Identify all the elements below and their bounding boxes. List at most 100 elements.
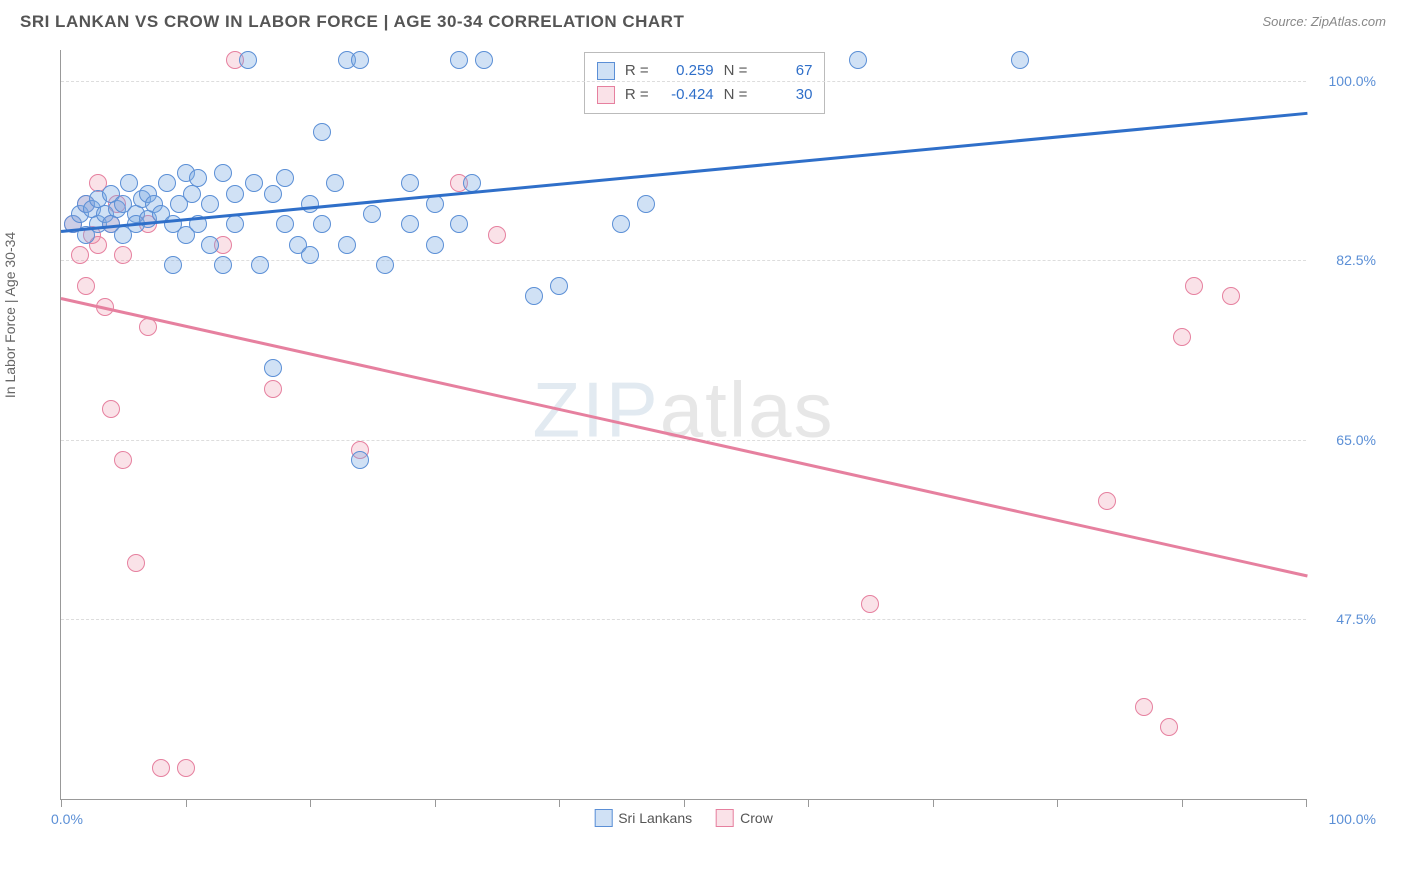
data-point [363,205,381,223]
data-point [264,359,282,377]
data-point [426,236,444,254]
data-point [301,246,319,264]
gridline-h [61,440,1306,441]
x-min-label: 0.0% [51,811,83,827]
data-point [1098,492,1116,510]
corr-row-blue: R = 0.259 N = 67 [597,59,813,83]
legend-item-crow: Crow [716,809,773,827]
x-tick [684,799,685,807]
legend-item-sri-lankans: Sri Lankans [594,809,692,827]
data-point [313,215,331,233]
data-point [525,287,543,305]
r-value-blue: 0.259 [659,59,714,83]
data-point [245,174,263,192]
x-tick [435,799,436,807]
data-point [226,215,244,233]
y-tick-label: 65.0% [1336,432,1376,448]
data-point [401,174,419,192]
r-value-pink: -0.424 [659,83,714,107]
data-point [376,256,394,274]
data-point [475,51,493,69]
x-tick [1306,799,1307,807]
data-point [276,215,294,233]
data-point [189,169,207,187]
data-point [1135,698,1153,716]
data-point [183,185,201,203]
data-point [264,185,282,203]
data-point [351,51,369,69]
data-point [637,195,655,213]
x-max-label: 100.0% [1329,811,1376,827]
legend-label-sri-lankans: Sri Lankans [618,810,692,826]
data-point [612,215,630,233]
legend-label-crow: Crow [740,810,773,826]
n-value-blue: 67 [757,59,812,83]
data-point [401,215,419,233]
source: Source: ZipAtlas.com [1262,13,1386,31]
swatch-pink [597,86,615,104]
y-tick-label: 82.5% [1336,252,1376,268]
gridline-h [61,81,1306,82]
data-point [1185,277,1203,295]
data-point [450,215,468,233]
data-point [139,318,157,336]
data-point [264,380,282,398]
y-tick-label: 47.5% [1336,611,1376,627]
data-point [301,195,319,213]
data-point [177,759,195,777]
data-point [71,246,89,264]
data-point [550,277,568,295]
y-tick-label: 100.0% [1329,73,1376,89]
x-tick [1057,799,1058,807]
data-point [201,195,219,213]
x-tick [559,799,560,807]
data-point [214,256,232,274]
data-point [1011,51,1029,69]
data-point [488,226,506,244]
x-tick [933,799,934,807]
x-tick [808,799,809,807]
data-point [127,554,145,572]
data-point [338,236,356,254]
data-point [251,256,269,274]
data-point [120,174,138,192]
data-point [114,246,132,264]
corr-row-pink: R = -0.424 N = 30 [597,83,813,107]
x-tick [310,799,311,807]
data-point [152,759,170,777]
gridline-h [61,619,1306,620]
data-point [276,169,294,187]
plot-area: ZIPatlas R = 0.259 N = 67 R = -0.424 N =… [60,50,1306,800]
x-tick [61,799,62,807]
data-point [351,451,369,469]
data-point [326,174,344,192]
swatch-blue [594,809,612,827]
swatch-pink [716,809,734,827]
watermark: ZIPatlas [532,364,834,455]
r-label: R = [625,83,649,107]
r-label: R = [625,59,649,83]
x-tick [1182,799,1183,807]
x-tick [186,799,187,807]
trend-line [61,297,1308,577]
data-point [164,256,182,274]
data-point [1222,287,1240,305]
chart-container: In Labor Force | Age 30-34 ZIPatlas R = … [20,40,1386,840]
data-point [861,595,879,613]
n-label: N = [724,83,748,107]
correlation-legend: R = 0.259 N = 67 R = -0.424 N = 30 [584,52,826,114]
source-label: Source: [1262,14,1310,29]
data-point [849,51,867,69]
data-point [226,185,244,203]
swatch-blue [597,62,615,80]
data-point [102,400,120,418]
data-point [1173,328,1191,346]
y-axis-title: In Labor Force | Age 30-34 [2,232,18,398]
data-point [313,123,331,141]
data-point [450,51,468,69]
n-value-pink: 30 [757,83,812,107]
gridline-h [61,260,1306,261]
data-point [239,51,257,69]
chart-title: SRI LANKAN VS CROW IN LABOR FORCE | AGE … [20,12,684,32]
series-legend: Sri Lankans Crow [594,809,773,827]
